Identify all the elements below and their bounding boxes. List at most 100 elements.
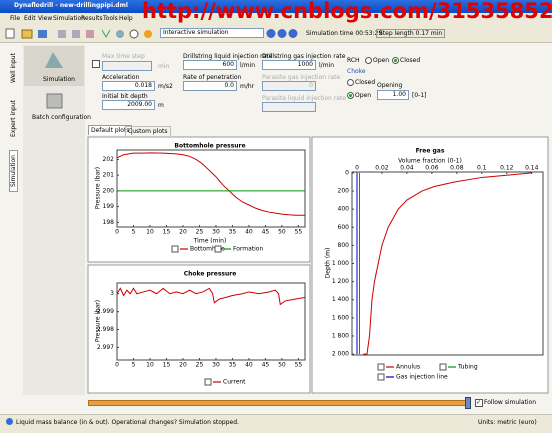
menu-item[interactable]: File: [10, 15, 21, 22]
x-axis-label: Time (min): [193, 238, 227, 245]
tab[interactable]: Custom plots: [125, 126, 171, 136]
mode-dropdown[interactable]: Interactive simulation: [160, 28, 264, 38]
radio-label[interactable]: Open: [373, 57, 390, 64]
menu-item[interactable]: View: [38, 15, 53, 22]
y-tick-label: 2.998: [97, 326, 114, 333]
x-tick-label: 0.06: [425, 165, 439, 172]
x-axis-label: Volume fraction (0-1): [398, 158, 462, 165]
radio-off[interactable]: [365, 57, 372, 64]
chart-title: Free gas: [416, 148, 445, 155]
x-tick-label: 0.04: [400, 165, 414, 172]
menu-item[interactable]: Simulation: [53, 15, 85, 22]
x-tick-label: 55: [295, 229, 303, 236]
param-label: Choke: [347, 68, 366, 75]
x-tick-label: 0: [115, 229, 119, 236]
status-message: Liquid mass balance (in & out). Operatio…: [16, 419, 239, 426]
param-input[interactable]: 0.018: [102, 81, 155, 91]
window-title: Dynaflodrill - new-drillingpipi.dml: [14, 2, 128, 9]
watermark: http://www.cnblogs.com/315358525: [142, 0, 552, 23]
y-tick-label: 200: [103, 187, 115, 194]
legend-checkbox: [214, 245, 222, 253]
legend-label: Bottomhole: [190, 246, 225, 253]
param-label: Parasite gas injection rate: [262, 74, 341, 81]
data-line: [116, 287, 306, 306]
x-tick-label: 0.14: [525, 165, 539, 172]
param-unit: [0-1]: [412, 92, 427, 99]
menu-bar: [0, 13, 552, 24]
y-tick-label: 1 800: [332, 332, 349, 339]
radio-label[interactable]: Closed: [355, 79, 376, 86]
x-tick-label: 0: [355, 165, 359, 172]
y-tick-label: 1 600: [332, 314, 349, 321]
checkbox[interactable]: [92, 60, 100, 68]
chart-title: Bottomhole pressure: [174, 143, 245, 150]
radio-on[interactable]: [347, 92, 354, 99]
status-icon: [6, 418, 13, 425]
nav-item[interactable]: Batch configuration: [32, 114, 91, 121]
slider-track[interactable]: [88, 400, 470, 406]
x-tick-label: 50: [278, 362, 286, 369]
x-tick-label: 15: [163, 229, 171, 236]
x-tick-label: 45: [262, 362, 270, 369]
legend-label: Current: [223, 379, 246, 386]
checkbox[interactable]: ✓: [475, 399, 483, 407]
menu-item[interactable]: Help: [119, 15, 133, 22]
simulation-time: Simulation time 00:53:29: [306, 30, 383, 37]
legend-checkbox: [204, 378, 212, 386]
y-tick-label: 2 000: [332, 351, 349, 358]
legend-checkbox: [171, 245, 179, 253]
param-input[interactable]: 0.0: [183, 81, 237, 91]
y-tick-label: 1 000: [332, 260, 349, 267]
param-input[interactable]: 2009.00: [102, 100, 155, 110]
radio-label[interactable]: Closed: [400, 57, 421, 64]
y-tick-label: 800: [338, 242, 350, 249]
param-input[interactable]: 1.00: [377, 90, 409, 100]
x-tick-label: 5: [132, 229, 136, 236]
y-axis-label: Pressure (bar): [95, 300, 102, 342]
param-label: Drillstring gas injection rate: [262, 53, 346, 60]
param-input[interactable]: [102, 61, 152, 71]
param-input: 0: [262, 81, 316, 91]
slider-thumb[interactable]: [465, 397, 471, 409]
status-bar: [0, 414, 552, 433]
legend-label: Annulus: [396, 364, 420, 371]
x-tick-label: 0: [115, 362, 119, 369]
menu-item[interactable]: Tools: [103, 15, 118, 22]
follow-label[interactable]: Follow simulation: [484, 399, 537, 406]
x-tick-label: 25: [196, 229, 204, 236]
param-label: RCH: [347, 57, 360, 64]
menu-item[interactable]: Results: [81, 15, 103, 22]
x-tick-label: 0.02: [375, 165, 389, 172]
param-input[interactable]: 600: [183, 60, 237, 70]
y-tick-label: 199: [103, 203, 115, 210]
radio-on[interactable]: [392, 57, 399, 64]
x-tick-label: 0.08: [450, 165, 464, 172]
playback-buttons[interactable]: [266, 28, 302, 39]
tab[interactable]: Default plots: [88, 125, 133, 135]
step-length: Step length 0.17 min: [376, 29, 446, 38]
nav-item[interactable]: Simulation: [43, 76, 75, 83]
simulation-icon: [45, 52, 63, 68]
x-tick-label: 5: [132, 362, 136, 369]
x-tick-label: 40: [245, 229, 253, 236]
param-unit: l/min: [240, 62, 256, 69]
y-tick-label: 198: [103, 219, 115, 226]
y-tick-label: 600: [338, 224, 350, 231]
data-line: [363, 172, 532, 355]
x-tick-label: 10: [146, 362, 154, 369]
x-tick-label: 25: [196, 362, 204, 369]
param-input[interactable]: 1000: [262, 60, 316, 70]
y-axis-label: Pressure (bar): [95, 167, 102, 209]
y-tick-label: 0: [345, 169, 349, 176]
param-unit: m: [158, 102, 164, 109]
legend-label: Tubing: [457, 364, 478, 371]
param-label: Acceleration: [102, 74, 140, 81]
chart-title: Choke pressure: [184, 271, 237, 278]
radio-off[interactable]: [347, 79, 354, 86]
radio-label[interactable]: Open: [355, 92, 372, 99]
legend-label: Formation: [233, 246, 263, 253]
menu-item[interactable]: Edit: [24, 15, 36, 22]
y-tick-label: 1 200: [332, 278, 349, 285]
param-label: Opening: [377, 82, 403, 89]
